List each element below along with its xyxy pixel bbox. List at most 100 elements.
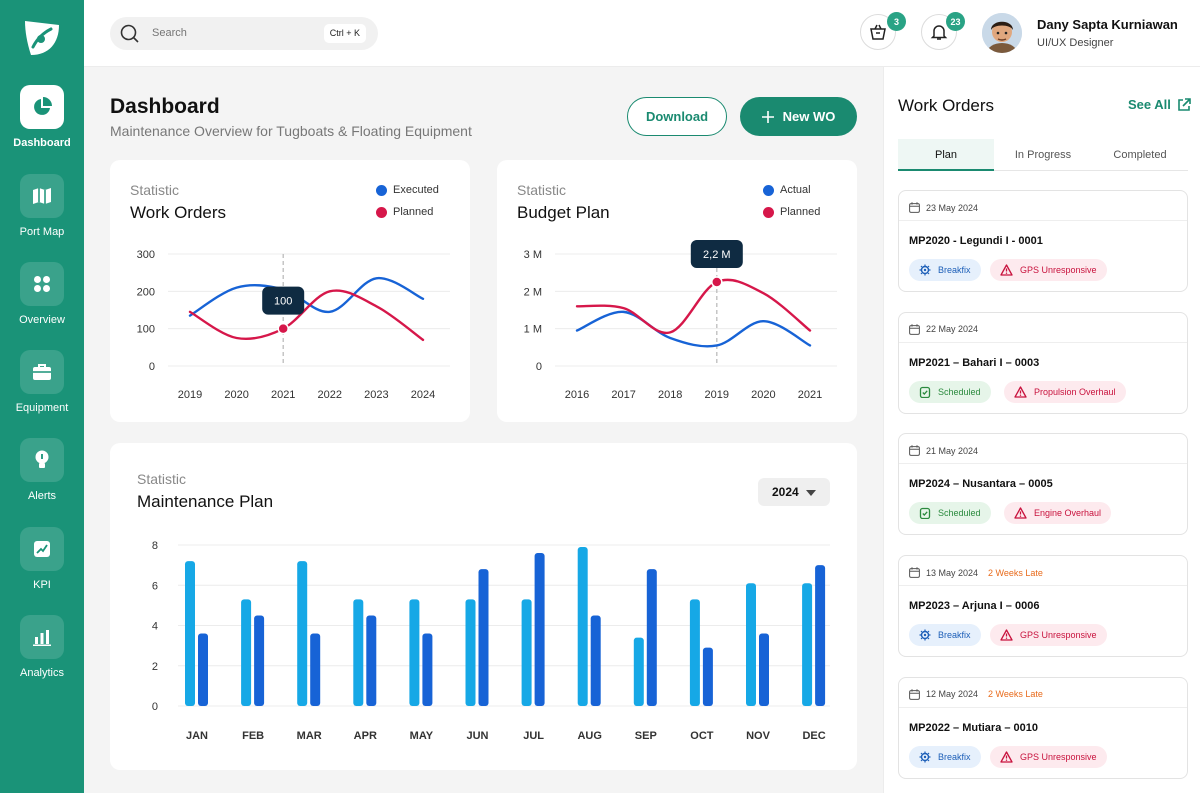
work-order-id: MP2020 - Legundi I - 0001 <box>909 235 1043 247</box>
page-title: Dashboard <box>110 95 220 118</box>
bar-dec-2 <box>815 565 826 706</box>
legend-planned[interactable]: Planned <box>376 206 433 218</box>
x-tick-label: JUN <box>466 730 488 742</box>
x-tick-label: 2019 <box>178 389 202 401</box>
basket-icon <box>870 24 886 40</box>
work-order-card[interactable]: 22 May 2024 MP2021 – Bahari I – 0003 Sched… <box>898 311 1188 414</box>
see-all-link[interactable]: See All <box>1128 97 1191 112</box>
bell-icon <box>930 25 948 40</box>
bar-oct-2 <box>702 647 713 706</box>
bar-chart-icon <box>20 615 64 659</box>
status-label: Scheduled <box>938 386 981 397</box>
card-title: Maintenance Plan <box>137 492 274 511</box>
issue-badge: Propulsion Overhaul <box>1004 380 1126 403</box>
briefcase-icon <box>20 350 64 394</box>
y-tick-label: 200 <box>137 286 155 298</box>
work-order-card[interactable]: 12 May 2024 2 Weeks Late MP2022 – Mutiara … <box>898 676 1188 779</box>
legend-executed[interactable]: Executed <box>376 184 439 196</box>
divider <box>899 706 1187 708</box>
work-order-card[interactable]: 13 May 2024 2 Weeks Late MP2023 – Arjuna I… <box>898 555 1188 658</box>
divider <box>899 341 1187 343</box>
x-tick-label: 2020 <box>224 389 248 401</box>
see-all-label: See All <box>1128 97 1171 112</box>
budget-plan-line-chart: 0 1 M 2 M 3 M 2016 2017 2018 2019 2020 2021 2,2 M <box>524 240 837 401</box>
legend-label: Planned <box>393 206 434 218</box>
bar-feb-2 <box>254 615 265 706</box>
bar-mar-1 <box>297 561 308 706</box>
card-title: Budget Plan <box>517 203 610 222</box>
work-order-card[interactable]: 23 May 2024 MP2020 - Legundi I - 0001 Brea… <box>898 190 1188 292</box>
avatar[interactable] <box>982 13 1022 53</box>
sidebar-item-overview[interactable]: Overview <box>0 262 84 326</box>
calendar-icon <box>909 567 920 578</box>
work-order-id: MP2023 – Arjuna I – 0006 <box>909 600 1040 613</box>
work-orders-title: Work Orders <box>898 96 995 115</box>
work-order-id: MP2021 – Bahari I – 0003 <box>909 356 1040 369</box>
bar-jul-2 <box>534 553 545 706</box>
warning-icon <box>1000 751 1013 763</box>
sidebar-item-dashboard[interactable]: Dashboard <box>0 85 84 149</box>
year-select[interactable]: 2024 <box>758 478 830 506</box>
bar-dec-1 <box>802 583 813 706</box>
legend-label: Planned <box>780 206 821 218</box>
new-wo-button[interactable]: New WO <box>740 97 857 136</box>
status-badge: Breakfix <box>909 259 981 281</box>
legend-dot <box>376 206 387 218</box>
bar-mar-2 <box>310 633 321 706</box>
work-order-date: 12 May 2024 2 Weeks Late <box>909 689 1043 700</box>
external-link-icon <box>1178 97 1191 111</box>
work-order-card[interactable]: 21 May 2024 MP2024 – Nusantara – 0005 Sche… <box>898 433 1188 536</box>
sidebar-item-label: KPI <box>33 579 51 591</box>
search-bar[interactable]: Ctrl + K <box>110 17 378 50</box>
page-subtitle: Maintenance Overview for Tugboats & Floa… <box>110 123 472 139</box>
divider <box>899 220 1187 221</box>
sidebar-item-analytics[interactable]: Analytics <box>0 615 84 679</box>
clipboard-check-icon <box>919 386 931 398</box>
grid-icon <box>20 262 64 306</box>
sidebar-item-label: Overview <box>19 314 65 326</box>
tab-in-progress[interactable]: In Progress <box>1014 149 1072 161</box>
work-order-date: 13 May 2024 2 Weeks Late <box>909 567 1043 578</box>
sidebar-item-port-map[interactable]: Port Map <box>0 174 84 238</box>
notification-badge: 23 <box>946 12 965 31</box>
legend-actual[interactable]: Actual <box>763 184 811 196</box>
sidebar-item-kpi[interactable]: KPI <box>0 527 84 591</box>
cart-badge: 3 <box>887 12 906 31</box>
y-tick-label: 1 M <box>524 324 542 336</box>
late-label: 2 Weeks Late <box>988 689 1043 700</box>
sidebar-item-equipment[interactable]: Equipment <box>0 350 84 414</box>
bar-jan-1 <box>185 561 195 706</box>
card-kicker: Statistic <box>137 471 187 487</box>
search-input[interactable] <box>152 23 302 43</box>
x-tick-label: MAY <box>410 730 434 742</box>
topbar: Ctrl + K 3 23 Dany Sapta Kurniawan UI/UX… <box>84 0 1200 67</box>
tab-completed[interactable]: Completed <box>1113 149 1167 161</box>
issue-badge: GPS Unresponsive <box>990 259 1107 281</box>
leaf-logo[interactable] <box>21 17 63 59</box>
work-order-date: 23 May 2024 <box>909 202 978 213</box>
y-tick-label: 3 M <box>524 249 542 261</box>
bar-nov-2 <box>759 633 769 706</box>
download-button[interactable]: Download <box>627 97 727 136</box>
tooltip: 2,2 M <box>690 240 743 268</box>
status-label: Scheduled <box>938 508 981 519</box>
sidebar: Dashboard Port Map Overview Equipment Al… <box>0 0 84 793</box>
legend-dot <box>763 184 774 196</box>
work-order-id: MP2022 – Mutiara – 0010 <box>909 721 1039 734</box>
x-tick-label: 2017 <box>611 389 635 401</box>
bar-aug-1 <box>577 547 588 706</box>
legend-planned[interactable]: Planned <box>763 206 820 218</box>
pie-chart-icon <box>20 85 64 129</box>
bar-jan-2 <box>198 633 208 706</box>
issue-label: GPS Unresponsive <box>1020 265 1097 275</box>
gear-icon <box>919 629 931 641</box>
sidebar-item-alerts[interactable]: Alerts <box>0 438 84 502</box>
x-tick-label: 2018 <box>658 389 682 401</box>
sidebar-item-label: Port Map <box>19 226 65 238</box>
date-label: 12 May 2024 <box>926 689 979 700</box>
tab-plan[interactable]: Plan <box>898 139 994 171</box>
x-tick-label: 2022 <box>318 389 342 401</box>
maintenance-plan-bar-chart: 0 2 4 6 8 JAN FEB MAR APR MAY JUN JUL AUG SEP OCT NOV DE… <box>152 540 830 742</box>
x-tick-label: AUG <box>577 730 601 742</box>
x-tick-label: FEB <box>242 730 264 742</box>
